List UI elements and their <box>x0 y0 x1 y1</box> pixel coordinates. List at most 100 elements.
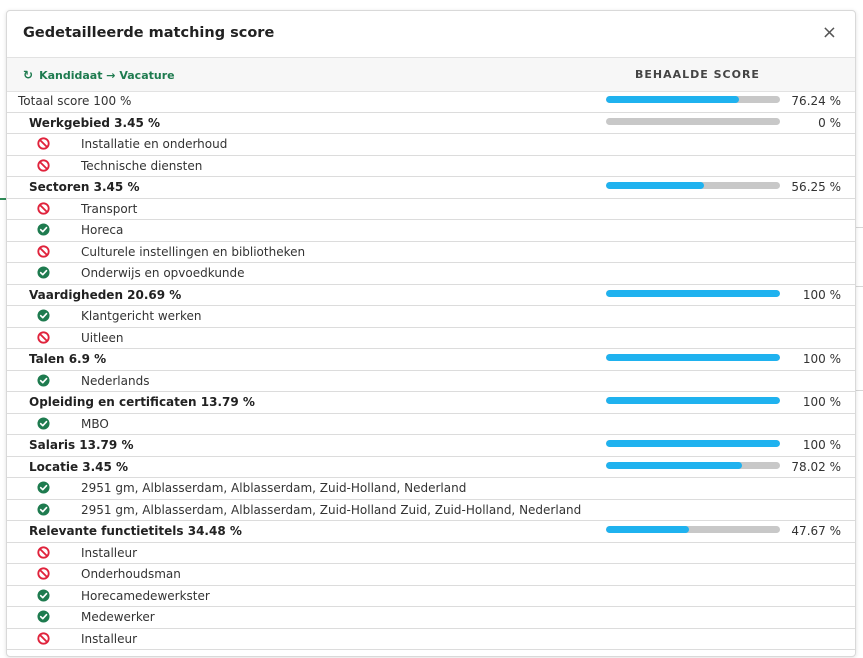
score-progress-bar <box>606 461 780 469</box>
score-percentage: 78.02 % <box>791 459 841 474</box>
category-label: Talen 6.9 % <box>29 352 107 366</box>
criterion-label: Culturele instellingen en bibliotheken <box>81 244 306 259</box>
score-percentage: 0 % <box>818 115 841 130</box>
criterion-row: 2951 gm, Alblasserdam, Alblasserdam, Zui… <box>7 500 855 521</box>
criterion-row: Technische diensten <box>7 156 855 177</box>
prohibited-icon <box>37 137 50 150</box>
score-percentage: 100 % <box>802 438 841 452</box>
criterion-row: Installatie en onderhoud <box>7 134 855 156</box>
score-percentage: 76.24 % <box>791 94 841 108</box>
score-progress-bar <box>606 397 780 404</box>
score-percentage: 100 % <box>802 395 841 409</box>
category-row: Werkgebied 3.45 % 0 % <box>7 113 855 134</box>
score-progress-fill <box>606 440 780 447</box>
check-circle-icon <box>37 223 50 236</box>
criterion-label: Horecamedewerkster <box>81 588 210 603</box>
score-progress-bar <box>606 440 780 447</box>
score-table: Totaal score 100 % 76.24 % Werkgebied 3.45… <box>7 91 855 650</box>
prohibited-icon <box>37 545 50 559</box>
category-label: Locatie 3.45 % <box>29 459 129 474</box>
category-label: Totaal score 100 % <box>18 94 132 108</box>
background-divider <box>0 198 6 200</box>
score-progress-bar <box>606 182 780 189</box>
matching-score-dialog: Gedetailleerde matching score × ↻ Kandid… <box>6 10 856 657</box>
category-row: Locatie 3.45 % 78.02 % <box>7 457 855 478</box>
category-row: Sectoren 3.45 % 56.25 % <box>7 177 855 199</box>
score-progress-fill <box>606 461 742 469</box>
prohibited-icon <box>37 244 50 258</box>
score-percentage: 56.25 % <box>791 180 841 194</box>
score-progress-fill <box>606 526 689 533</box>
criterion-row: Onderwijs en opvoedkunde <box>7 263 855 285</box>
check-circle-icon <box>37 502 50 516</box>
check-circle-icon <box>37 481 50 494</box>
criterion-label: Onderwijs en opvoedkunde <box>81 266 245 280</box>
category-label: Opleiding en certificaten 13.79 % <box>29 395 255 409</box>
criterion-row: Horeca <box>7 220 855 242</box>
criterion-row: Onderhoudsman <box>7 564 855 586</box>
criterion-label: Klantgericht werken <box>81 309 202 323</box>
criterion-row: 2951 gm, Alblasserdam, Alblasserdam, Zui… <box>7 478 855 500</box>
criterion-row: Horecamedewerkster <box>7 586 855 607</box>
score-percentage: 47.67 % <box>791 524 841 538</box>
criterion-label: Horeca <box>81 223 124 237</box>
criterion-row: Culturele instellingen en bibliotheken <box>7 242 855 263</box>
category-row: Relevante functietitels 34.48 % 47.67 % <box>7 521 855 543</box>
prohibited-icon <box>37 201 50 215</box>
dialog-title: Gedetailleerde matching score <box>23 25 275 41</box>
category-label: Sectoren 3.45 % <box>29 180 140 194</box>
criterion-label: Nederlands <box>81 373 150 388</box>
criterion-row: Transport <box>7 199 855 220</box>
category-label: Werkgebied 3.45 % <box>29 115 160 130</box>
category-row: Salaris 13.79 % 100 % <box>7 435 855 457</box>
criterion-label: Onderhoudsman <box>81 567 181 581</box>
criterion-label: Installeur <box>81 545 138 560</box>
criterion-label: Uitleen <box>81 330 124 345</box>
score-progress-bar <box>606 289 780 297</box>
score-percentage: 100 % <box>802 352 841 366</box>
check-circle-icon <box>37 309 50 322</box>
prohibited-icon <box>37 330 50 344</box>
criterion-row: Installeur <box>7 629 855 650</box>
category-label: Relevante functietitels 34.48 % <box>29 524 242 538</box>
background-divider <box>854 286 863 287</box>
direction-label: Kandidaat → Vacature <box>39 68 175 82</box>
category-row: Vaardigheden 20.69 % 100 % <box>7 285 855 306</box>
criterion-row: Klantgericht werken <box>7 306 855 328</box>
score-percentage: 100 % <box>802 287 841 302</box>
score-progress-bar <box>606 526 780 533</box>
check-circle-icon <box>37 266 50 279</box>
check-circle-icon <box>37 610 50 623</box>
criterion-label: Installatie en onderhoud <box>81 137 228 151</box>
prohibited-icon <box>37 567 50 580</box>
prohibited-icon <box>37 631 50 645</box>
prohibited-icon <box>37 158 50 172</box>
criterion-label: Technische diensten <box>81 158 203 173</box>
check-circle-icon <box>37 373 50 387</box>
score-progress-fill <box>606 96 739 103</box>
category-row: Opleiding en certificaten 13.79 % 100 % <box>7 392 855 414</box>
total-score-row: Totaal score 100 % 76.24 % <box>7 91 855 113</box>
criterion-label: MBO <box>81 416 109 431</box>
score-progress-fill <box>606 354 780 361</box>
dialog-subheader: ↻ Kandidaat → Vacature BEHAALDE SCORE <box>7 58 855 92</box>
criterion-row: MBO <box>7 414 855 435</box>
direction-toggle-button[interactable]: ↻ Kandidaat → Vacature <box>23 68 175 82</box>
score-column-header: BEHAALDE SCORE <box>635 68 760 81</box>
score-progress-fill <box>606 182 704 189</box>
refresh-icon: ↻ <box>23 68 34 82</box>
criterion-row: Medewerker <box>7 607 855 629</box>
criterion-label: 2951 gm, Alblasserdam, Alblasserdam, Zui… <box>81 481 467 495</box>
dialog-header: Gedetailleerde matching score × <box>7 11 855 58</box>
criterion-row: Installeur <box>7 543 855 564</box>
criterion-label: Medewerker <box>81 610 155 624</box>
criterion-label: 2951 gm, Alblasserdam, Alblasserdam, Zui… <box>81 502 582 517</box>
background-divider <box>854 227 863 228</box>
category-label: Vaardigheden 20.69 % <box>29 287 182 302</box>
score-progress-bar <box>606 354 780 361</box>
category-label: Salaris 13.79 % <box>29 438 134 452</box>
background-divider <box>854 390 863 391</box>
criterion-row: Nederlands <box>7 371 855 392</box>
criterion-label: Transport <box>81 201 138 216</box>
close-icon[interactable]: × <box>821 22 837 43</box>
